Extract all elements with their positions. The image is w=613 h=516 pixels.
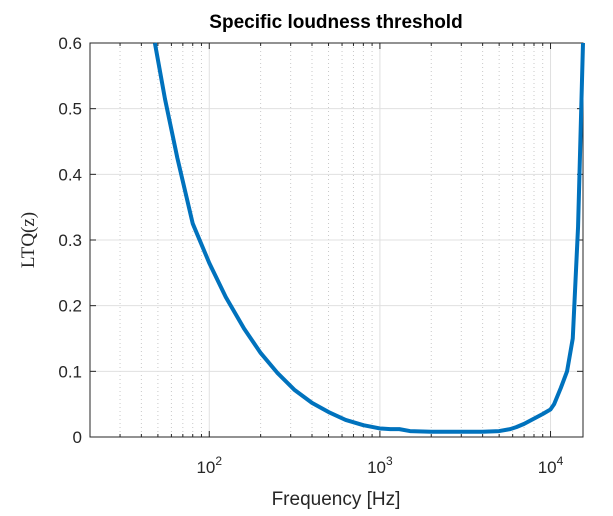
x-tick-labels: 102 103 104 bbox=[196, 454, 563, 477]
y-tick-labels: 0 0.1 0.2 0.3 0.4 0.5 0.6 bbox=[58, 34, 82, 447]
x-tick-label: 104 bbox=[538, 454, 564, 477]
y-tick-label: 0 bbox=[73, 428, 82, 447]
y-tick-label: 0.5 bbox=[58, 100, 82, 119]
y-axis-label: LTQ(z) bbox=[18, 212, 39, 268]
y-tick-label: 0.4 bbox=[58, 165, 82, 184]
series-line bbox=[152, 42, 585, 434]
y-tick-label: 0.2 bbox=[58, 297, 82, 316]
x-tick-label: 103 bbox=[367, 454, 393, 477]
axis-ticks bbox=[90, 42, 583, 438]
x-tick-label: 102 bbox=[196, 454, 222, 477]
grid bbox=[90, 43, 583, 437]
x-axis-label: Frequency [Hz] bbox=[272, 489, 401, 510]
y-tick-label: 0.1 bbox=[58, 362, 82, 381]
y-tick-label: 0.6 bbox=[58, 34, 82, 53]
y-tick-label: 0.3 bbox=[58, 231, 82, 250]
chart-title: Specific loudness threshold bbox=[209, 12, 462, 33]
